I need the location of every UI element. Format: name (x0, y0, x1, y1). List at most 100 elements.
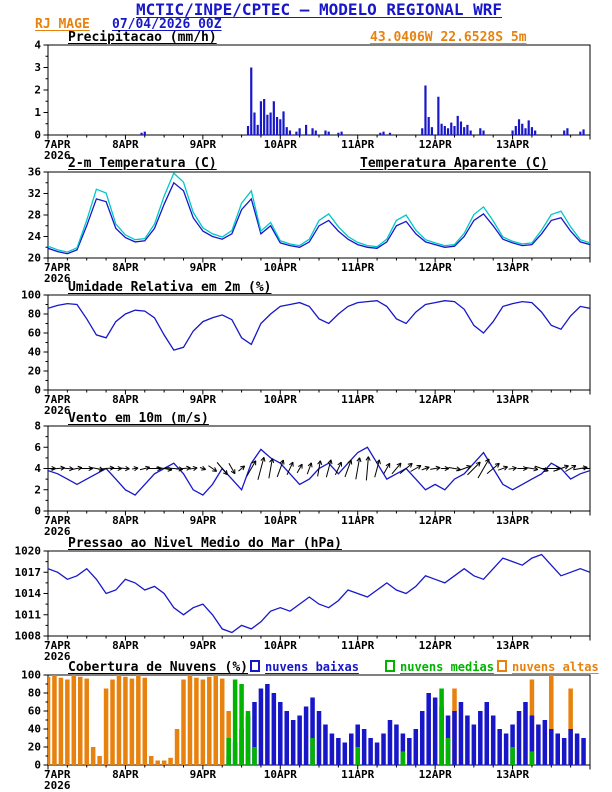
relative-humidity-2m-ytick: 40 (28, 346, 41, 359)
mean-sea-level-pressure-ytick: 1011 (15, 608, 42, 621)
precipitation-ytick: 1 (34, 106, 41, 119)
cloud-cover-ytick: 0 (34, 759, 41, 772)
wind-10m-xtick: 12APR (419, 514, 452, 527)
wind-10m-data (48, 446, 590, 496)
mean-sea-level-pressure-ytick: 1008 (15, 630, 42, 643)
legend-label-baixas: nuvens baixas (265, 660, 359, 674)
cloud-cover-year-label: 2026 (44, 779, 71, 792)
relative-humidity-2m-xtick: 8APR (112, 393, 139, 406)
wind-10m-year-label: 2026 (44, 525, 71, 538)
wind-10m-xtick: 8APR (112, 514, 139, 527)
legend-nuvens-medias: nuvens medias (385, 660, 494, 674)
relative-humidity-2m-ytick: 0 (34, 384, 41, 397)
precipitation-ytick: 2 (34, 84, 41, 97)
mean-sea-level-pressure-ytick: 1014 (15, 587, 42, 600)
temperature-2m-ytick: 36 (28, 166, 42, 179)
temperature-2m-ytick: 28 (28, 209, 41, 222)
legend-swatch-altas-icon (497, 660, 507, 672)
cloud-cover-ytick: 100 (21, 669, 41, 682)
relative-humidity-2m-data (48, 300, 590, 351)
panel-title-precipitation: Precipitacao (mm/h) (68, 30, 217, 45)
temperature-2m-ytick: 32 (28, 187, 41, 200)
precipitation-ytick: 4 (34, 39, 41, 52)
precipitation-xtick: 10APR (264, 138, 297, 151)
relative-humidity-2m-xtick: 10APR (264, 393, 297, 406)
precipitation-xtick: 9APR (190, 138, 217, 151)
relative-humidity-2m-line (48, 300, 590, 351)
mean-sea-level-pressure-ytick: 1020 (15, 545, 42, 558)
relative-humidity-2m-ytick: 80 (28, 308, 41, 321)
wind-10m-ytick: 8 (34, 420, 41, 433)
wind-10m-xtick: 9APR (190, 514, 217, 527)
cloud-cover-data (48, 675, 586, 765)
cloud-cover-ytick: 80 (28, 687, 41, 700)
relative-humidity-2m-xtick: 9APR (190, 393, 217, 406)
wind-10m-ytick: 4 (34, 462, 41, 475)
relative-humidity-2m-year-label: 2026 (44, 404, 71, 417)
temperature-2m-xtick: 7APR (44, 261, 71, 274)
cloud-cover-xtick: 13APR (496, 768, 529, 781)
cloud-cover-xtick: 7APR (44, 768, 71, 781)
wind-10m-xtick: 11APR (341, 514, 374, 527)
wind-10m-xtick: 7APR (44, 514, 71, 527)
cloud-cover-ytick: 40 (28, 723, 41, 736)
run-datetime: 07/04/2026 00Z (112, 17, 222, 32)
precipitation-ytick: 0 (34, 129, 41, 142)
temperature-2m-xtick: 9APR (190, 261, 217, 274)
relative-humidity-2m-ytick: 60 (28, 327, 41, 340)
panel-title-pressure: Pressao ao Nivel Medio do Mar (hPa) (68, 536, 342, 551)
temperature-2m-xtick: 12APR (419, 261, 452, 274)
precipitation-xtick: 13APR (496, 138, 529, 151)
relative-humidity-2m-xtick: 7APR (44, 393, 71, 406)
temperature-2m-year-label: 2026 (44, 272, 71, 285)
location-coordinates: 43.0406W 22.6528S 5m (370, 30, 527, 45)
wind-10m-xtick: 13APR (496, 514, 529, 527)
cloud-series-green (226, 679, 535, 765)
wind-10m-xtick: 10APR (264, 514, 297, 527)
precipitation-xtick: 11APR (341, 138, 374, 151)
temperature-2m-ytick: 24 (28, 230, 42, 243)
temperature-2m-xtick: 8APR (112, 261, 139, 274)
cloud-cover-xtick: 8APR (112, 768, 139, 781)
legend-label-altas: nuvens altas (512, 660, 599, 674)
temperature-2m-data (48, 171, 590, 255)
wind-10m-ytick: 2 (34, 483, 41, 496)
panel-title-cloud-cover: Cobertura de Nuvens (%) (68, 660, 249, 675)
precipitation-data (140, 67, 585, 135)
temperature-2m-ytick: 20 (28, 252, 41, 265)
panel-title-temperature: 2-m Temperatura (C) (68, 156, 217, 171)
panel-title-humidity: Umidade Relativa em 2m (%) (68, 280, 272, 295)
mean-sea-level-pressure-line (48, 553, 590, 634)
temperature-2m-line (48, 181, 590, 255)
mean-sea-level-pressure-xtick: 10APR (264, 639, 297, 652)
precipitation-xtick: 12APR (419, 138, 452, 151)
temperature-2m-xtick: 10APR (264, 261, 297, 274)
cloud-cover-xtick: 11APR (341, 768, 374, 781)
temperature-2m-line (48, 171, 590, 253)
mean-sea-level-pressure-year-label: 2026 (44, 650, 71, 663)
relative-humidity-2m-xtick: 11APR (341, 393, 374, 406)
relative-humidity-2m-ytick: 100 (21, 289, 41, 302)
relative-humidity-2m-xtick: 13APR (496, 393, 529, 406)
panel-title-wind: Vento em 10m (m/s) (68, 411, 209, 426)
temperature-2m-xtick: 11APR (341, 261, 374, 274)
mean-sea-level-pressure-ytick: 1017 (15, 566, 42, 579)
cloud-cover-xtick: 10APR (264, 768, 297, 781)
legend-swatch-medias-icon (385, 660, 395, 672)
mean-sea-level-pressure-xtick: 7APR (44, 639, 71, 652)
legend-nuvens-baixas: nuvens baixas (250, 660, 359, 674)
mean-sea-level-pressure-xtick: 12APR (419, 639, 452, 652)
precipitation-xtick: 8APR (112, 138, 139, 151)
legend-label-medias: nuvens medias (400, 660, 494, 674)
mean-sea-level-pressure-data (48, 553, 590, 634)
relative-humidity-2m-ytick: 20 (28, 365, 41, 378)
cloud-cover-xtick: 9APR (190, 768, 217, 781)
precipitation-ytick: 3 (34, 61, 41, 74)
relative-humidity-2m-xtick: 12APR (419, 393, 452, 406)
